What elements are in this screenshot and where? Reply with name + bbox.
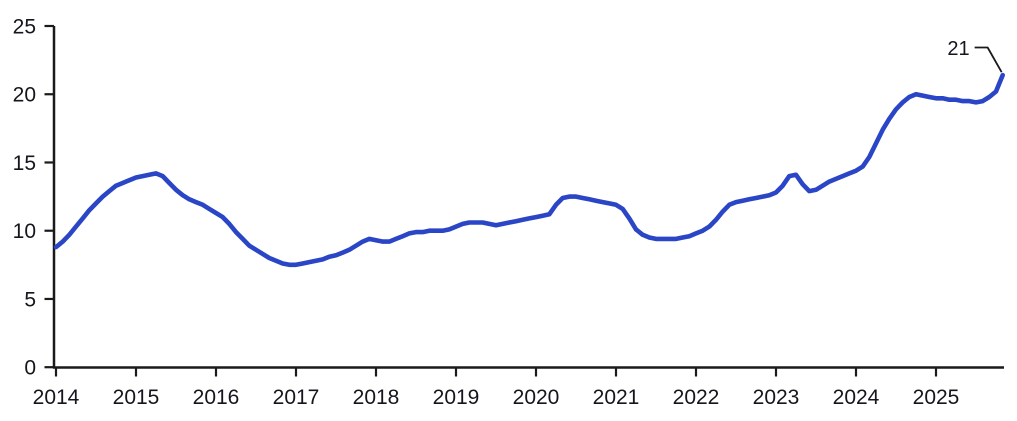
y-tick-label: 15 — [13, 152, 36, 175]
x-tick-label: 2019 — [433, 386, 480, 409]
x-tick-label: 2022 — [673, 386, 720, 409]
y-tick-label: 20 — [13, 84, 36, 107]
annotation-label: 21 — [947, 38, 969, 60]
x-tick-label: 2025 — [913, 386, 960, 409]
y-tick-label: 5 — [24, 288, 36, 311]
annotation-leader-line — [974, 46, 1003, 73]
x-tick-label: 2020 — [513, 386, 560, 409]
y-axis-ticks: 0 5 10 15 20 25 — [13, 15, 54, 380]
x-tick-label: 2023 — [753, 386, 800, 409]
x-tick-label: 2017 — [273, 386, 320, 409]
y-tick-label: 10 — [13, 220, 36, 243]
x-tick-label: 2015 — [113, 386, 160, 409]
x-tick-label: 2021 — [593, 386, 640, 409]
y-tick-label: 25 — [13, 15, 36, 38]
x-tick-label: 2016 — [193, 386, 240, 409]
y-tick-label: 0 — [24, 357, 36, 380]
x-tick-label: 2024 — [833, 386, 880, 409]
x-tick-label: 2018 — [353, 386, 400, 409]
end-value-annotation: 21 — [947, 38, 1003, 73]
x-axis-ticks: 2014 2015 2016 2017 2018 2019 2020 2021 2022 2023… — [33, 368, 960, 409]
data-series-line — [53, 72, 1006, 268]
x-tick-label: 2014 — [33, 386, 80, 409]
